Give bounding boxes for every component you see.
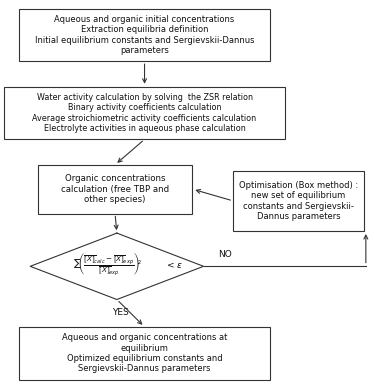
Text: Aqueous and organic initial concentrations
Extraction equilibria definition
Init: Aqueous and organic initial concentratio… bbox=[35, 15, 254, 55]
FancyBboxPatch shape bbox=[19, 9, 270, 61]
Text: NO: NO bbox=[218, 250, 232, 259]
Text: $\sum\!\left(\dfrac{\overline{[X]}_{\!calc}-\overline{[X]}_{\!exp}}{\overline{[X: $\sum\!\left(\dfrac{\overline{[X]}_{\!ca… bbox=[73, 252, 142, 278]
Text: Optimisation (Box method) :
new set of equilibrium
constants and Sergievskii-
Da: Optimisation (Box method) : new set of e… bbox=[239, 181, 358, 221]
Text: $< \varepsilon$: $< \varepsilon$ bbox=[165, 260, 183, 270]
Text: Water activity calculation by solving  the ZSR relation
Binary activity coeffici: Water activity calculation by solving th… bbox=[33, 93, 257, 133]
FancyBboxPatch shape bbox=[19, 327, 270, 379]
FancyBboxPatch shape bbox=[37, 165, 193, 214]
Text: Organic concentrations
calculation (free TBP and
other species): Organic concentrations calculation (free… bbox=[61, 174, 169, 204]
FancyBboxPatch shape bbox=[233, 171, 364, 231]
Text: YES: YES bbox=[112, 308, 129, 317]
FancyBboxPatch shape bbox=[4, 87, 285, 140]
Text: Aqueous and organic concentrations at
equilibrium
Optimized equilibrium constant: Aqueous and organic concentrations at eq… bbox=[62, 333, 227, 373]
